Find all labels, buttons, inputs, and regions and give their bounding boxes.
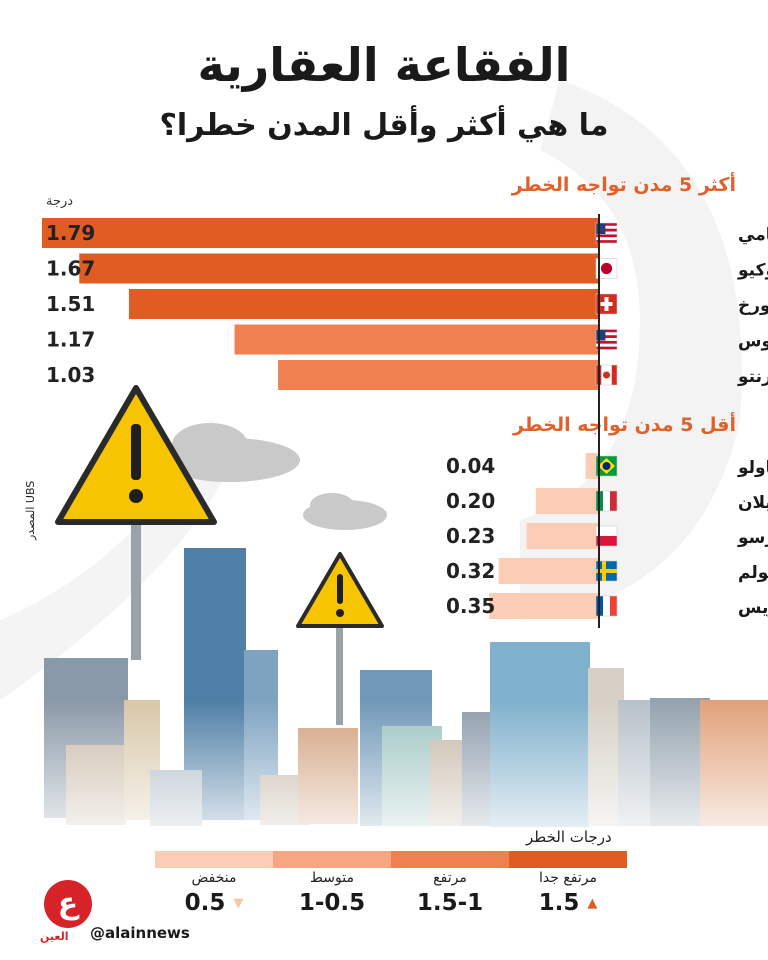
legend-item-medium: متوسط 1-0.5 xyxy=(273,868,391,916)
social-handle: @alainnews xyxy=(90,924,190,942)
us-flag-icon xyxy=(595,329,618,350)
legend-range: 1.5 xyxy=(538,890,580,916)
se-flag-icon xyxy=(595,560,618,582)
unit-label: درجة xyxy=(46,194,74,209)
city-label: ميلان xyxy=(738,493,768,513)
legend-name: مرتفع جدا xyxy=(539,870,597,886)
legend-swatch-very-high xyxy=(509,851,627,868)
city-label: زيورخ xyxy=(738,296,768,316)
alain-logo: ع xyxy=(44,880,92,928)
cloud-icon xyxy=(160,423,387,530)
city-label: طوكيو xyxy=(737,261,768,281)
bar xyxy=(526,523,598,549)
value-label: 0.20 xyxy=(446,489,495,513)
low-cities-section-title: أقل 5 مدن تواجه الخطر xyxy=(512,414,736,436)
legend-item-high: مرتفع 1.5-1 xyxy=(391,868,509,916)
infographic-title: الفقاعة العقارية xyxy=(197,38,571,92)
legend-name: منخفض xyxy=(191,870,237,886)
ch-flag-icon xyxy=(595,293,618,315)
legend-item-low: منخفض 0.5 ▼ xyxy=(155,868,273,916)
value-label: 1.51 xyxy=(46,292,95,316)
city-label: وارسو xyxy=(737,528,768,548)
value-label: 0.32 xyxy=(446,559,495,583)
bar xyxy=(42,218,598,248)
value-label: 1.67 xyxy=(46,257,95,281)
value-label: 0.23 xyxy=(446,524,495,548)
city-label: لوس أنجلوس xyxy=(738,330,768,352)
bar xyxy=(234,324,599,355)
value-label: 1.03 xyxy=(46,363,95,387)
value-label: 0.04 xyxy=(446,454,495,478)
city-buildings-group xyxy=(0,548,768,860)
legend-swatch-low xyxy=(155,851,273,868)
top-cities-section-title: أكثر 5 مدن تواجه الخطر xyxy=(511,174,736,196)
bar xyxy=(535,488,598,514)
city-label: ميامي xyxy=(738,225,768,245)
legend-swatch-medium xyxy=(273,851,391,868)
city-label: ستوكهولم xyxy=(738,563,768,583)
pl-flag-icon xyxy=(595,525,618,547)
jp-flag-icon xyxy=(595,258,618,279)
warning-sign-small-icon xyxy=(296,552,384,725)
legend-range: 0.5 xyxy=(184,890,226,916)
infographic-subtitle: ما هي أكثر وأقل المدن خطرا؟ xyxy=(159,108,609,143)
chart-axis-line xyxy=(598,214,600,628)
legend-color-scale xyxy=(155,851,627,868)
legend-item-very-high: مرتفع جدا 1.5 ▲ xyxy=(509,868,627,916)
legend-title: درجات الخطر xyxy=(526,828,612,846)
bar xyxy=(585,453,598,479)
city-label: تورنتو xyxy=(737,367,768,387)
up-arrow-icon: ▲ xyxy=(587,896,598,911)
bar xyxy=(128,289,599,319)
legend-name: متوسط xyxy=(310,870,354,886)
legend-name: مرتفع xyxy=(433,870,467,886)
legend-swatch-high xyxy=(391,851,509,868)
logo-caption: العين xyxy=(40,930,69,943)
bar xyxy=(498,558,598,584)
bar xyxy=(278,360,598,390)
us-flag-icon xyxy=(595,222,618,244)
value-label: 1.79 xyxy=(46,221,95,245)
city-label: ساو باولو xyxy=(737,458,768,478)
br-flag-icon xyxy=(595,455,618,477)
bar xyxy=(79,253,598,284)
value-label: 1.17 xyxy=(46,328,95,352)
warning-sign-icon xyxy=(55,385,217,660)
city-label: باريس xyxy=(738,598,768,618)
down-arrow-icon: ▼ xyxy=(233,896,244,911)
legend-range: 1.5-1 xyxy=(416,890,484,916)
legend-range: 1-0.5 xyxy=(298,890,366,916)
bar xyxy=(489,593,598,619)
source-label: المصدر UBS xyxy=(24,480,37,540)
value-label: 0.35 xyxy=(446,594,495,618)
